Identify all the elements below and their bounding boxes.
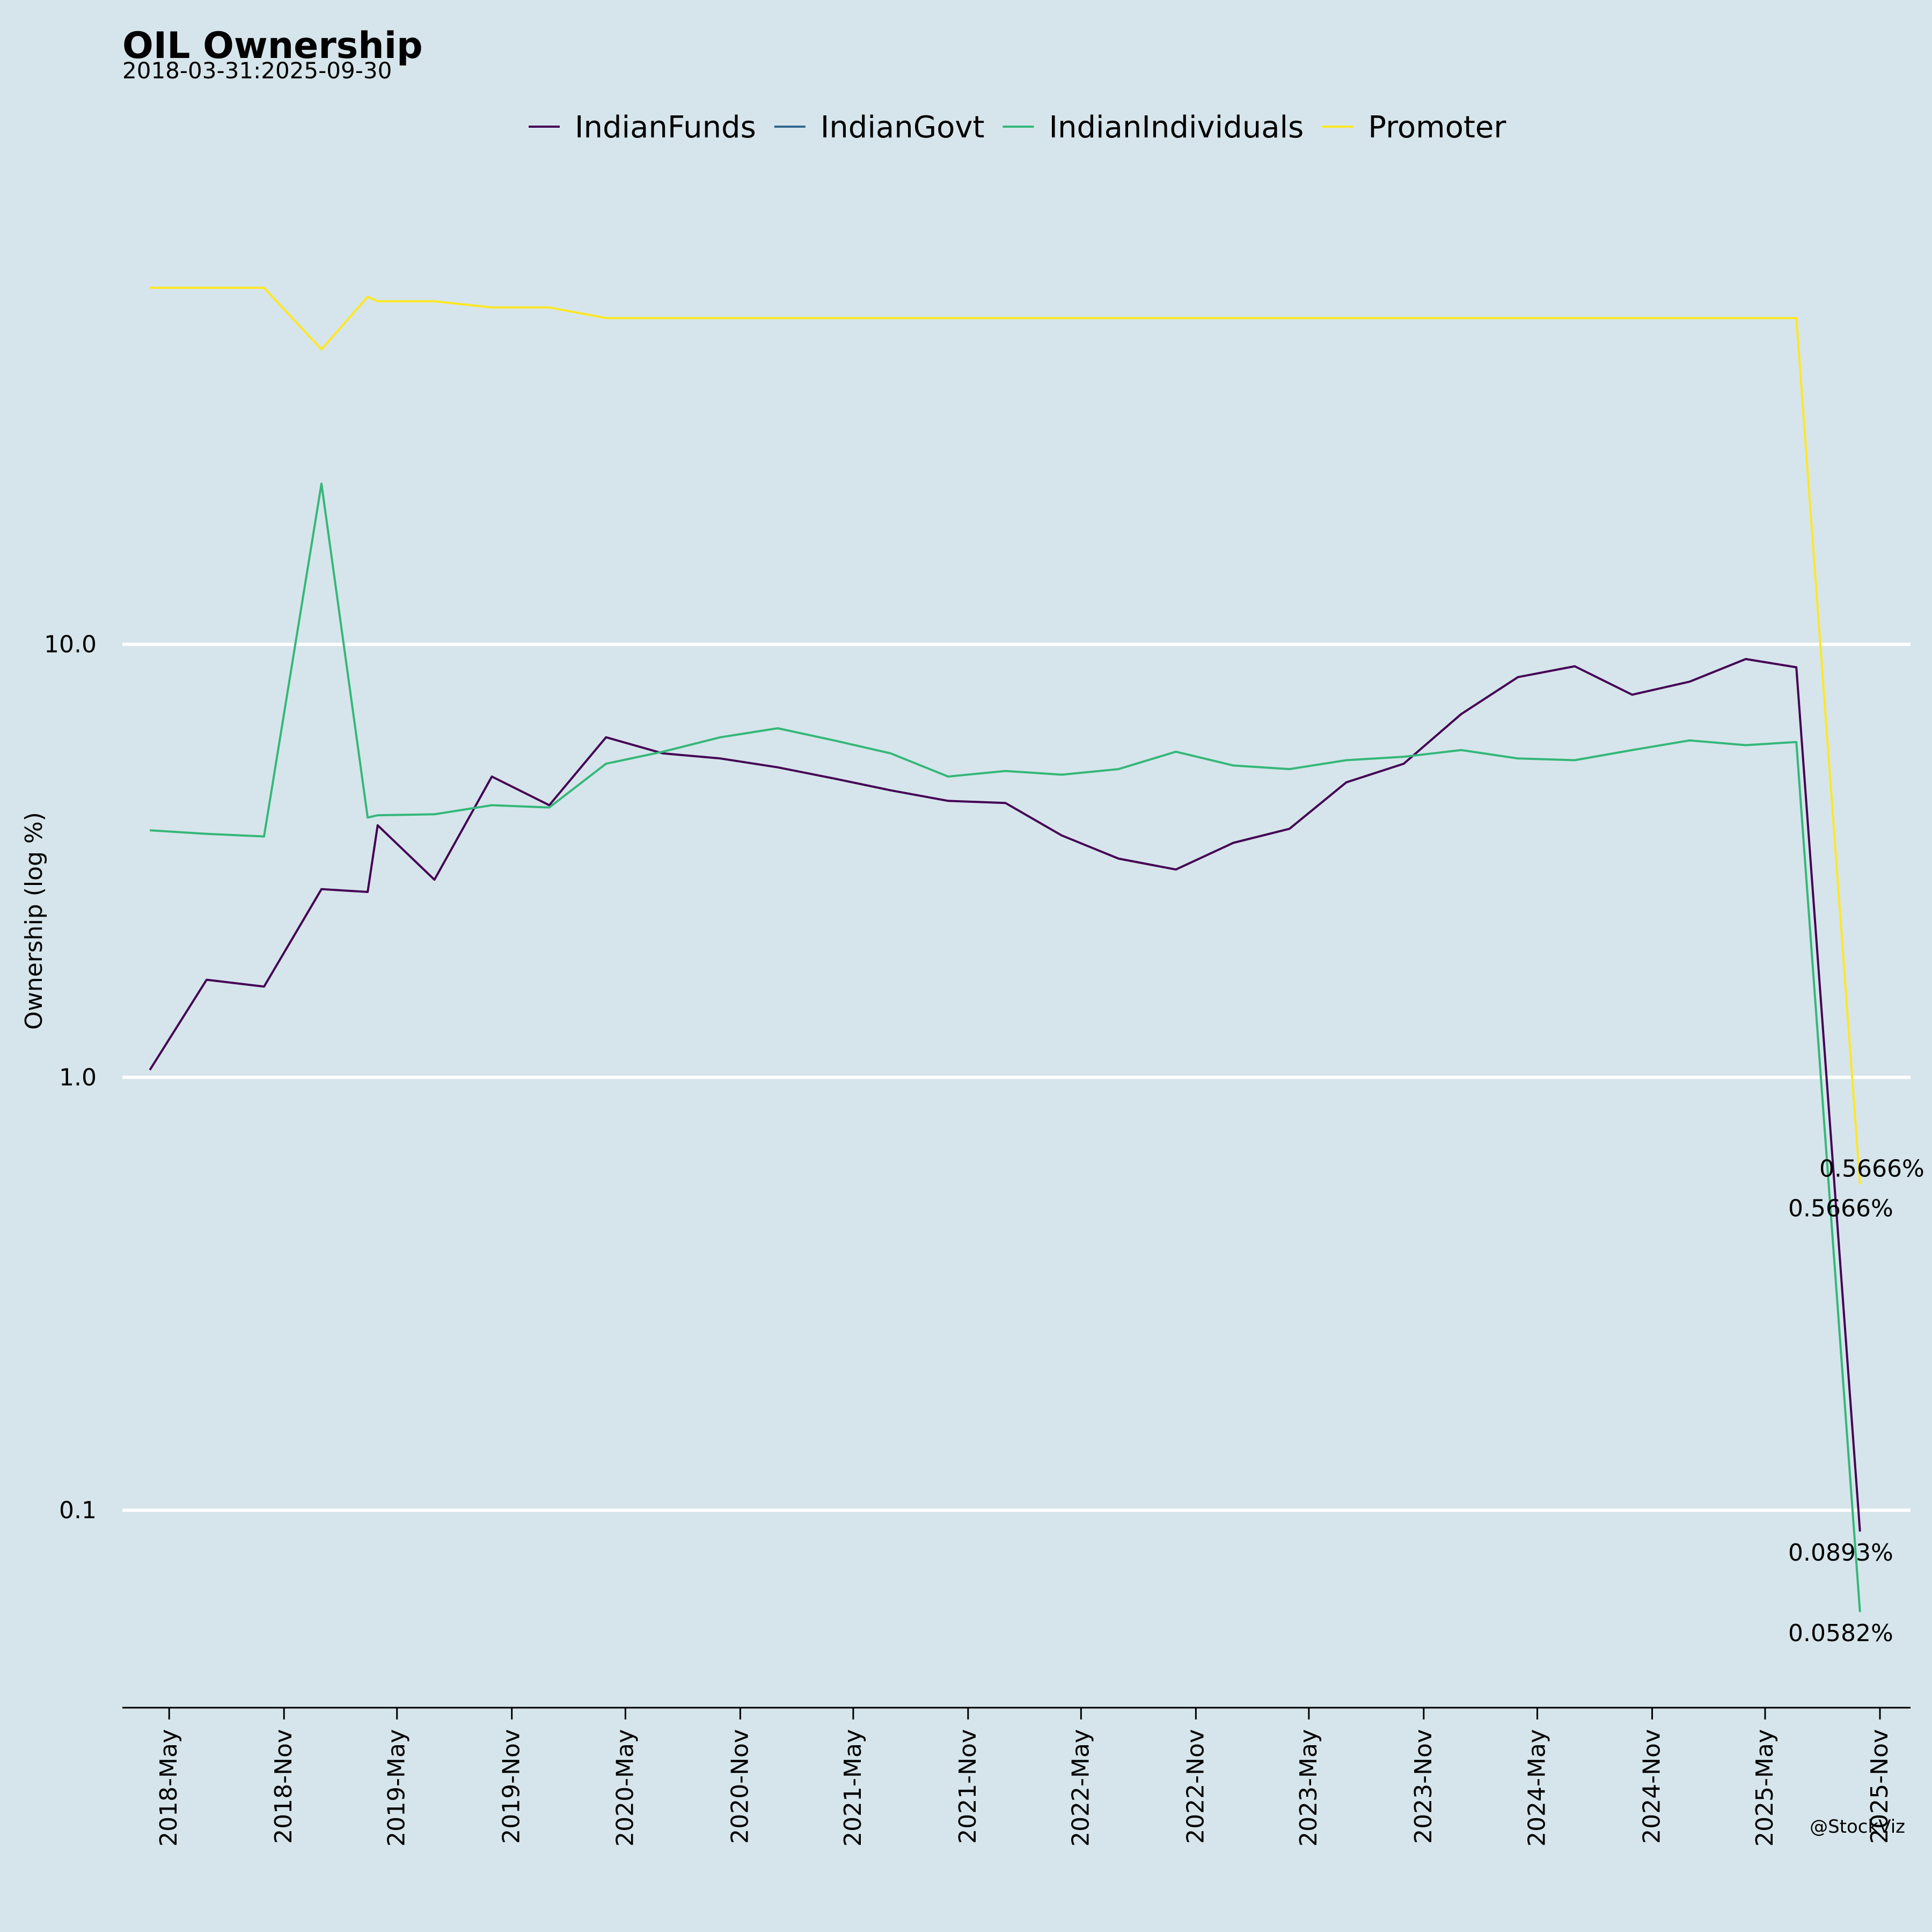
x-axis-ticks: 2018-May 2018-Nov 2019-May 2019-Nov 2020-May… [155, 1708, 1893, 1847]
y-axis-ticks: 0.1 1.0 10.0 [44, 631, 97, 1525]
x-tick-label: 2018-Nov [270, 1729, 297, 1844]
gridlines [122, 642, 1911, 1512]
x-tick-label: 2023-Nov [1410, 1729, 1437, 1844]
x-tick-label: 2020-Nov [726, 1729, 753, 1844]
end-label-promoter: 0.5666% [1819, 1155, 1924, 1182]
x-tick-label: 2024-Nov [1638, 1729, 1666, 1844]
x-tick-label: 2019-Nov [498, 1729, 525, 1844]
y-tick-label: 0.1 [59, 1497, 97, 1524]
x-tick-label: 2018-May [155, 1729, 182, 1847]
series-line-indianfunds [149, 658, 1861, 1532]
x-tick-label: 2019-May [383, 1729, 411, 1847]
series-line-indianindividuals [150, 482, 1861, 1612]
legend-label-indiangovt: IndianGovt [821, 110, 985, 145]
legend-label-promoter: Promoter [1368, 110, 1506, 145]
x-tick-label: 2020-May [611, 1729, 639, 1847]
series-line-promoter [150, 287, 1861, 1184]
chart-subtitle: 2018-03-31:2025-09-30 [122, 57, 392, 84]
x-tick-label: 2025-May [1751, 1729, 1779, 1847]
legend-label-indianindividuals: IndianIndividuals [1049, 110, 1304, 145]
x-tick-label: 2025-Nov [1866, 1729, 1893, 1844]
x-tick-label: 2022-Nov [1182, 1729, 1209, 1844]
series-lines [149, 287, 1861, 1612]
end-label-indiangovt: 0.5666% [1788, 1195, 1893, 1222]
y-axis-label: Ownership (log %) [20, 812, 48, 1030]
legend: IndianFunds IndianGovt IndianIndividuals Pr… [529, 110, 1506, 145]
x-tick-label: 2023-May [1295, 1729, 1322, 1847]
credit-text: @StockViz [1810, 1816, 1905, 1838]
end-labels: 0.5666% 0.5666% 0.0893% 0.0582% [1788, 1155, 1924, 1646]
y-tick-label: 1.0 [59, 1064, 97, 1091]
end-label-indianindividuals: 0.0582% [1788, 1620, 1893, 1647]
x-tick-label: 2021-Nov [954, 1729, 982, 1844]
legend-label-indianfunds: IndianFunds [575, 110, 756, 145]
chart-title: OIL Ownership [122, 25, 423, 67]
y-tick-label: 10.0 [44, 631, 97, 658]
x-tick-label: 2021-May [839, 1729, 867, 1847]
x-tick-label: 2024-May [1524, 1729, 1551, 1847]
x-tick-label: 2022-May [1067, 1729, 1094, 1847]
end-label-indianfunds: 0.0893% [1788, 1539, 1893, 1567]
